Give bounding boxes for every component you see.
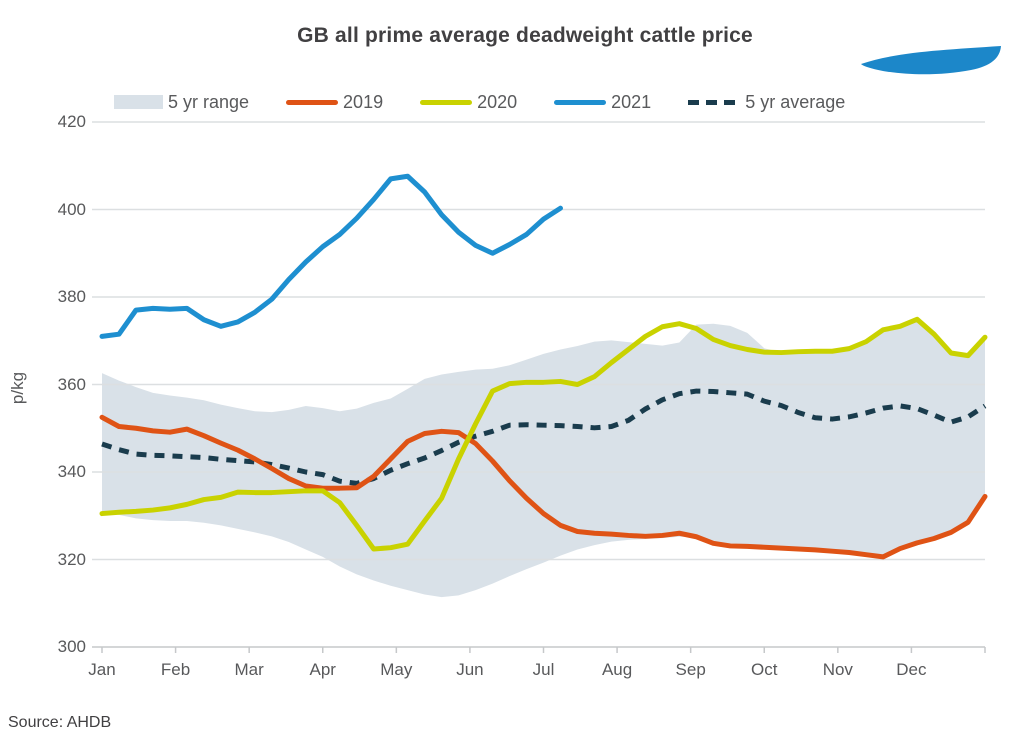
series-line-2019 (99, 414, 988, 560)
ahdb-logo (861, 46, 1001, 75)
five-yr-range-band (102, 319, 985, 598)
x-tick-label-oct: Oct (751, 660, 778, 679)
y-tick-label-400: 400 (57, 199, 86, 219)
y-tick-label-420: 420 (57, 112, 86, 131)
x-tick-label-nov: Nov (822, 660, 853, 679)
x-tick-label-aug: Aug (601, 660, 633, 679)
x-tick-label-apr: Apr (309, 660, 336, 679)
x-tick-label-jun: Jun (456, 660, 484, 679)
y-tick-label-380: 380 (57, 287, 86, 306)
legend-label-average: 5 yr average (745, 91, 846, 112)
x-tick-label-mar: Mar (234, 660, 264, 679)
y-axis-title: p/kg (8, 371, 27, 405)
dashed-average-swatch-icon (688, 99, 741, 105)
source-note: Source: AHDB (8, 714, 112, 731)
legend-label-2020: 2020 (477, 91, 518, 112)
x-tick-label-may: May (380, 660, 413, 679)
legend-item-2021: 2021 (554, 92, 651, 113)
y-tick-label-320: 320 (57, 549, 86, 569)
legend-label-2021: 2021 (611, 91, 652, 112)
legend-item-range: 5 yr range (114, 92, 249, 113)
y-tick-label-340: 340 (57, 462, 86, 481)
line-2021-swatch-icon (554, 99, 607, 105)
series-line-5-yr-average (101, 388, 987, 486)
x-tick-label-jan: Jan (88, 660, 116, 679)
chart-legend: 5 yr range 2019 2020 2021 5 yr average (114, 90, 845, 114)
line-2019-swatch-icon (286, 99, 339, 105)
y-tick-label-300: 300 (57, 637, 86, 656)
y-tick-label-360: 360 (57, 374, 86, 394)
legend-item-2019: 2019 (286, 92, 383, 113)
legend-label-range: 5 yr range (168, 91, 250, 112)
legend-label-2019: 2019 (343, 91, 384, 112)
x-tick-label-feb: Feb (160, 660, 191, 679)
line-2020-swatch-icon (420, 99, 473, 105)
page-title: GB all prime average deadweight cattle p… (297, 24, 753, 47)
series-line-2020 (99, 316, 988, 552)
x-tick-label-dec: Dec (896, 660, 927, 679)
x-tick-label-sep: Sep (675, 660, 706, 679)
range-swatch-icon (114, 95, 163, 109)
ahdb-logo-wave-icon (861, 46, 1001, 75)
series-line-2021 (99, 173, 563, 339)
legend-item-average: 5 yr average (688, 92, 845, 113)
x-tick-label-jul: Jul (532, 660, 555, 679)
legend-item-2020: 2020 (420, 92, 517, 113)
